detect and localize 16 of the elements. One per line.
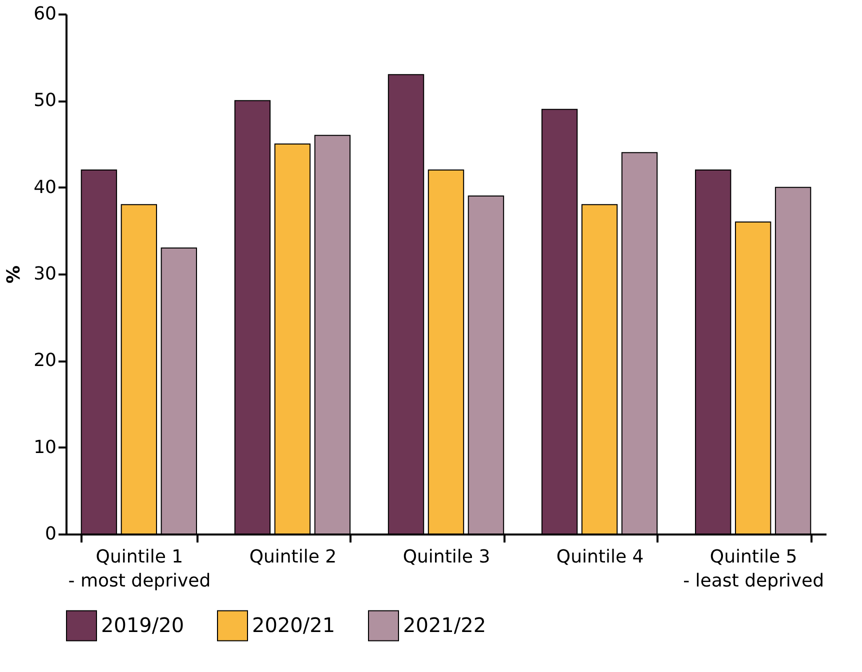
x-tick-label: Quintile 4 — [556, 546, 644, 568]
x-tick-label: Quintile 1 - most deprived — [68, 546, 211, 592]
y-tick-label: 10 — [34, 436, 56, 458]
legend-label: 2021/22 — [403, 612, 486, 637]
y-tick-label: 50 — [34, 90, 56, 112]
y-tick-label: 30 — [34, 264, 56, 284]
y-tick-label: 40 — [34, 176, 56, 198]
y-tick-label: 60 — [34, 4, 56, 24]
x-tick-label: Quintile 5 - least deprived — [683, 546, 824, 592]
x-tick-label: Quintile 3 — [402, 546, 490, 568]
legend-label: 2019/20 — [101, 612, 184, 637]
legend-label: 2020/21 — [252, 612, 336, 637]
y-tick-label: 20 — [34, 350, 56, 372]
y-axis-title: % — [4, 265, 25, 284]
x-tick-label: Quintile 2 — [249, 546, 337, 568]
y-tick-label: 0 — [45, 524, 56, 544]
